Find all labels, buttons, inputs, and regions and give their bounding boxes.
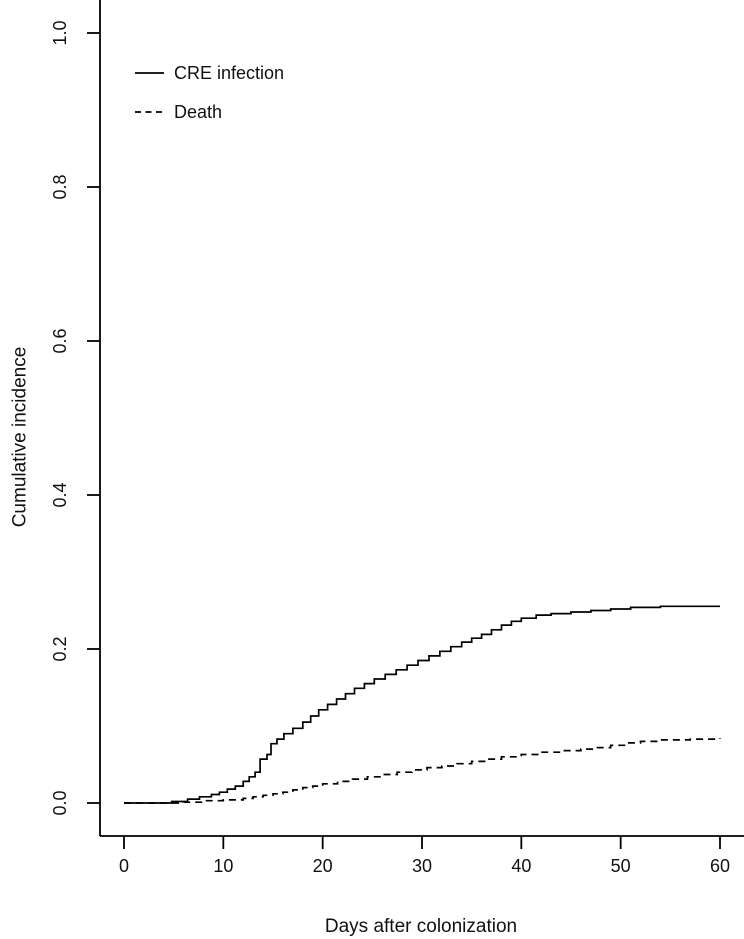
y-tick-label: 0.4: [50, 482, 70, 507]
legend-label-death: Death: [174, 102, 222, 122]
x-tick-label: 0: [119, 856, 129, 876]
y-axis-ticks: 0.0 0.2 0.4 0.6 0.8 1.0: [50, 20, 100, 816]
y-tick-label: 1.0: [50, 20, 70, 45]
x-tick-label: 30: [412, 856, 432, 876]
x-axis-title: Days after colonization: [325, 916, 517, 937]
series-group: [124, 605, 721, 804]
legend-label-cre-infection: CRE infection: [174, 63, 284, 83]
x-tick-label: 50: [611, 856, 631, 876]
legend: CRE infection Death: [135, 63, 284, 122]
x-tick-label: 60: [710, 856, 730, 876]
y-tick-label: 0.8: [50, 174, 70, 199]
y-axis-title: Cumulative incidence: [10, 347, 31, 528]
y-tick-label: 0.6: [50, 328, 70, 353]
y-tick-label: 0.0: [50, 790, 70, 815]
x-tick-label: 10: [213, 856, 233, 876]
y-tick-label: 0.2: [50, 636, 70, 661]
death-line: [124, 738, 721, 804]
x-axis-ticks: 0 10 20 30 40 50 60: [119, 836, 730, 876]
x-tick-label: 20: [313, 856, 333, 876]
cre-infection-line: [124, 605, 720, 804]
x-tick-label: 40: [511, 856, 531, 876]
